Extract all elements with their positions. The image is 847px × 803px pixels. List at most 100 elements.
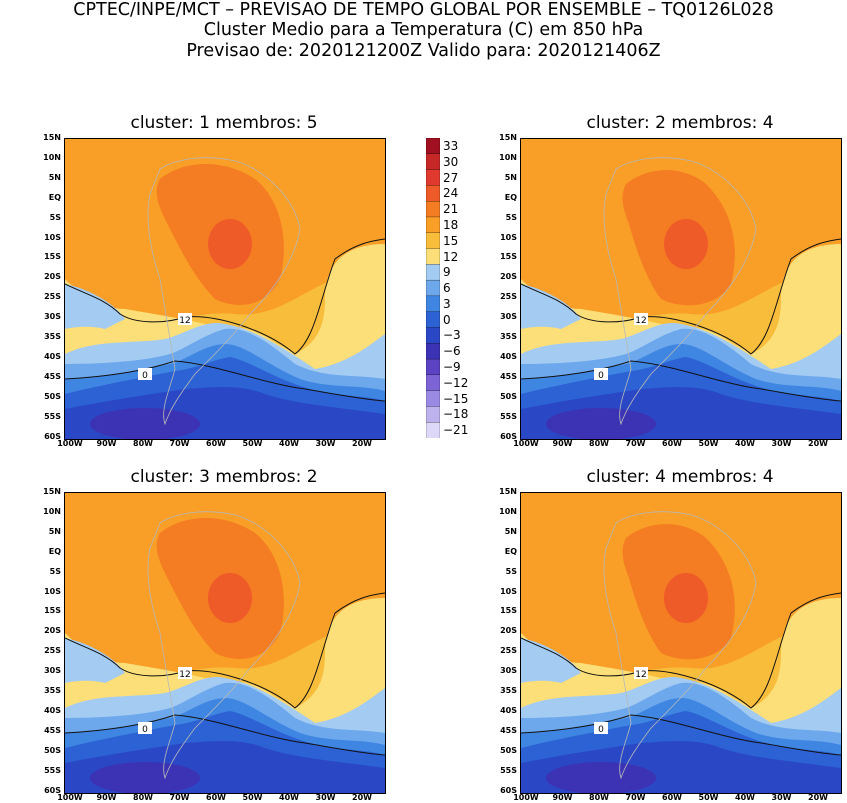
lon-tick-label: 30W <box>315 439 336 448</box>
lat-tick-label: 10S <box>500 586 517 596</box>
cold-core <box>90 762 200 793</box>
lon-tick-label: 40W <box>279 793 299 802</box>
lat-tick-label: 60S <box>500 785 517 795</box>
contour-label-12: 12 <box>635 670 646 680</box>
lat-tick-label: 60S <box>44 431 61 441</box>
forecast-dates: Previsao de: 2020121200Z Valido para: 20… <box>186 41 661 61</box>
colorbar-segment <box>426 358 440 376</box>
map-panel-cluster-1: 12 0 <box>64 138 386 440</box>
contour-label-12-bg <box>178 313 192 325</box>
lon-tick-label: 70W <box>625 793 646 802</box>
lon-tick-label: 20W <box>352 793 372 802</box>
contour-label-12-bg <box>178 667 192 679</box>
colorbar-segment <box>426 343 440 360</box>
lat-tick-label: 40S <box>44 351 61 361</box>
lat-tick-label: 15N <box>43 133 61 142</box>
contour-0 <box>65 360 385 402</box>
lat-tick-label: 25S <box>44 292 61 302</box>
lat-tick-label: 45S <box>44 725 61 735</box>
lat-tick-label: 20S <box>44 626 61 636</box>
map-panel-cluster-4: 12 0 <box>520 492 842 794</box>
lon-tick-label: 30W <box>771 793 792 802</box>
colorbar-segment <box>426 311 440 329</box>
lat-tick-label: 20S <box>500 626 517 636</box>
lat-tick-label: 10N <box>499 152 517 162</box>
lat-tick-label: 10S <box>44 232 61 242</box>
figure-title: CPTEC/INPE/MCT – PREVISAO DE TEMPO GLOBA… <box>73 0 774 20</box>
contour-0 <box>521 714 841 756</box>
lat-tick-label: 35S <box>500 686 517 695</box>
lon-tick-label: 70W <box>625 439 646 448</box>
contour-label-12-bg <box>634 667 648 679</box>
lon-tick-label: 90W <box>96 439 117 448</box>
colorbar-label: −12 <box>443 375 469 390</box>
contour-label-12: 12 <box>635 316 646 326</box>
lat-tick-label: 35S <box>44 686 61 695</box>
lon-tick-label: 50W <box>698 793 719 802</box>
lon-tick-label: 80W <box>133 793 153 802</box>
colorbar-segment <box>426 390 440 408</box>
lat-tick-label: 10N <box>43 152 61 162</box>
colorbar-label: −15 <box>443 391 469 406</box>
lon-tick-label: 20W <box>808 439 828 448</box>
lat-tick-label: 15S <box>44 606 61 616</box>
colorbar-segment <box>426 422 440 438</box>
lon-tick-label: 80W <box>589 439 609 448</box>
lat-tick-label: 5N <box>48 526 61 536</box>
contour-0 <box>65 714 385 756</box>
lon-tick-label: 90W <box>552 439 573 448</box>
hot-core-24-27 <box>664 219 708 269</box>
colorbar-label: 18 <box>443 217 459 232</box>
lat-tick-label: 15S <box>500 252 517 262</box>
panel-4-title: cluster: 4 membros: 4 <box>586 467 774 487</box>
lat-tick-label: EQ <box>48 192 61 202</box>
lat-tick-label: 20S <box>500 272 517 282</box>
band-9-12-west <box>65 638 125 683</box>
temperature-map: 12 0 <box>65 139 385 439</box>
lon-tick-label: 90W <box>96 793 117 802</box>
lon-tick-label: 100W <box>513 793 539 802</box>
contour-label-12-bg <box>634 313 648 325</box>
lat-tick-label: 15N <box>43 487 61 496</box>
lat-tick-label: 5S <box>49 212 61 222</box>
colorbar-label: 12 <box>443 249 459 264</box>
colorbar-label: 6 <box>443 281 451 296</box>
colorbar-segment <box>426 216 440 234</box>
colorbar-label: −18 <box>443 407 469 422</box>
lat-tick-label: 55S <box>44 765 61 775</box>
band-9-12-west <box>65 284 125 329</box>
contour-label-12: 12 <box>179 316 190 326</box>
lat-tick-label: 40S <box>44 705 61 715</box>
contour-label-0: 0 <box>598 725 604 735</box>
lat-tick-label: 60S <box>44 785 61 795</box>
colorbar-segment <box>426 406 440 423</box>
lat-tick-label: 5N <box>48 172 61 182</box>
lat-tick-label: EQ <box>504 192 517 202</box>
lat-tick-label: 10N <box>499 506 517 516</box>
lat-tick-label: 10S <box>500 232 517 242</box>
lon-tick-label: 70W <box>169 793 190 802</box>
lat-tick-label: 35S <box>44 332 61 341</box>
lon-tick-label: 60W <box>662 793 682 802</box>
colorbar-label: 9 <box>443 265 451 280</box>
colorbar-segment <box>426 201 440 218</box>
lon-tick-label: 30W <box>771 439 792 448</box>
lat-tick-label: 10S <box>44 586 61 596</box>
temperature-map: 12 0 <box>521 139 841 439</box>
lat-tick-label: 45S <box>500 371 517 381</box>
lat-tick-label: 55S <box>44 411 61 421</box>
lon-tick-label: 100W <box>57 793 83 802</box>
colorbar-label: −9 <box>443 360 461 375</box>
coastline <box>147 157 301 426</box>
lon-tick-label: 50W <box>242 793 263 802</box>
colorbar-segment <box>426 279 440 297</box>
contour-label-0-bg <box>594 368 608 380</box>
lat-tick-label: 60S <box>500 431 517 441</box>
panel-1-title: cluster: 1 membros: 5 <box>130 113 318 133</box>
colorbar-label: 3 <box>443 296 451 311</box>
map-panel-cluster-3: 12 0 <box>64 492 386 794</box>
colorbar-label: −21 <box>443 423 469 438</box>
colorbar-label: 27 <box>443 170 459 185</box>
contour-12 <box>65 238 385 355</box>
colorbar-segment <box>426 153 440 171</box>
